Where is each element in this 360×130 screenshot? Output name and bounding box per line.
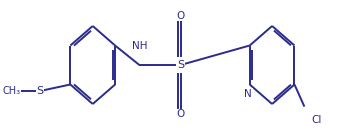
- Text: S: S: [177, 60, 184, 70]
- Text: NH: NH: [132, 41, 147, 50]
- Text: S: S: [36, 86, 44, 96]
- Text: O: O: [176, 11, 185, 21]
- Text: Cl: Cl: [311, 115, 321, 125]
- Text: O: O: [176, 109, 185, 119]
- Text: CH₃: CH₃: [2, 86, 21, 96]
- Text: N: N: [244, 89, 252, 99]
